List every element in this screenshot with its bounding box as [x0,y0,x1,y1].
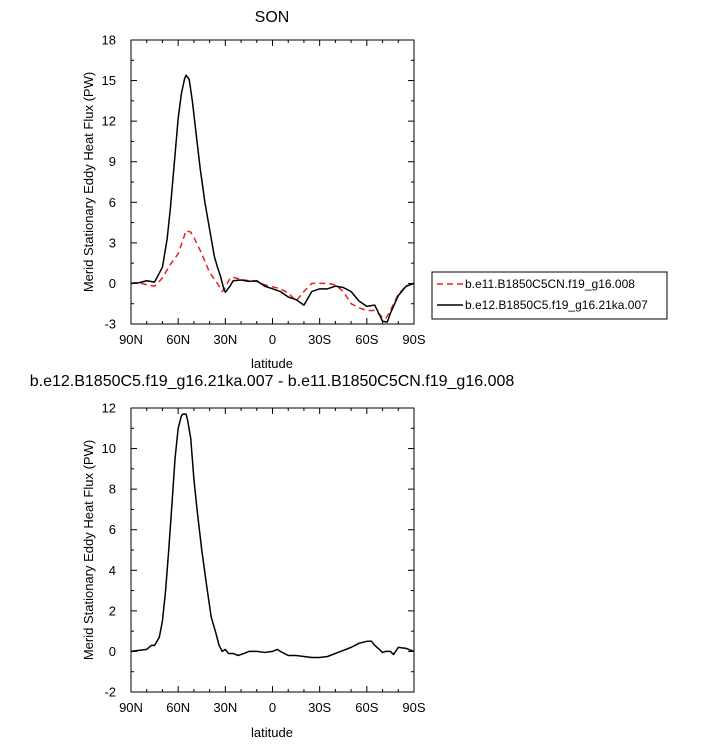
bottom-x-tick-label: 30S [308,700,331,715]
bottom-y-tick-label: 2 [109,603,116,618]
top-x-tick-label: 30S [308,332,331,347]
bottom-chart-panel: b.e12.B1850C5.f19_g16.21ka.007 - b.e11.B… [30,373,515,740]
bottom-y-tick-label: 12 [102,401,116,416]
top-x-tick-label: 0 [269,332,276,347]
top-y-tick-label: 15 [102,73,116,88]
legend-box [431,271,668,320]
bottom-y-tick-label: 10 [102,441,116,456]
bottom-x-tick-label: 90S [402,700,425,715]
top-y-tick-label: -3 [104,317,116,332]
top-series-line-2 [130,74,415,323]
legend-label-series-2: b.e12.B1850C5.f19_g16.21ka.007 [465,298,648,312]
top-x-tick-label: 90N [119,332,143,347]
top-y-tick-label: 9 [109,154,116,169]
top-chart-y-axis-title: Merid Stationary Eddy Heat Flux (PW) [81,72,96,292]
top-y-tick-label: 6 [109,195,116,210]
bottom-chart-plot-frame [130,407,415,693]
top-chart-title: SON [255,9,290,26]
bottom-x-tick-label: 60S [355,700,378,715]
top-y-tick-label: 18 [102,33,116,48]
bottom-chart-title: b.e12.B1850C5.f19_g16.21ka.007 - b.e11.B… [30,373,515,390]
top-chart-panel: SON Merid Stationary Eddy Heat Flux (PW)… [81,9,668,371]
bottom-y-tick-label: -2 [104,685,116,700]
bottom-series-line-1 [130,413,415,659]
bottom-x-tick-label: 30N [213,700,237,715]
bottom-x-tick-label: 90N [119,700,143,715]
bottom-chart-x-axis-title: latitude [251,725,293,740]
top-y-tick-label: 3 [109,235,116,250]
bottom-chart-y-axis-title: Merid Stationary Eddy Heat Flux (PW) [81,440,96,660]
top-y-tick-label: 12 [102,114,116,129]
bottom-y-tick-label: 0 [109,644,116,659]
bottom-y-tick-label: 6 [109,522,116,537]
top-x-tick-label: 60N [166,332,190,347]
bottom-x-tick-label: 0 [269,700,276,715]
top-x-tick-label: 30N [213,332,237,347]
legend-label-series-1: b.e11.B1850C5CN.f19_g16.008 [465,277,635,291]
bottom-y-tick-label: 8 [109,482,116,497]
top-x-tick-label: 60S [355,332,378,347]
top-chart-x-axis-title: latitude [251,356,293,371]
bottom-x-tick-label: 60N [166,700,190,715]
bottom-y-tick-label: 4 [109,563,116,578]
top-chart-legend: b.e11.B1850C5CN.f19_g16.008 b.e12.B1850C… [431,271,668,320]
top-chart-plot-frame [130,39,415,325]
top-x-tick-label: 90S [402,332,425,347]
top-y-tick-label: 0 [109,276,116,291]
